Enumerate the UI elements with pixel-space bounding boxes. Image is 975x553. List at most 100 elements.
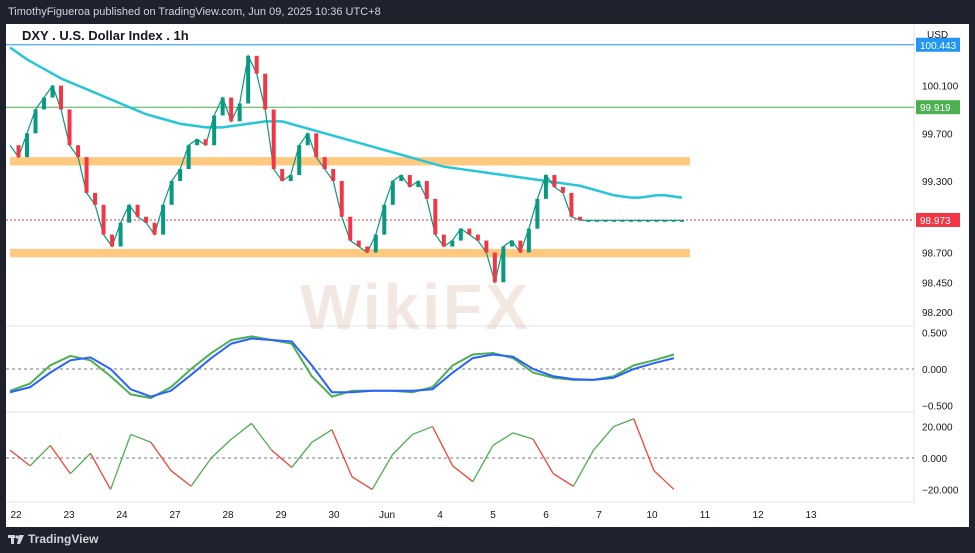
candle	[475, 234, 480, 241]
momentum-segment	[190, 457, 212, 487]
momentum-segment	[311, 429, 333, 443]
x-tick-label: 6	[543, 510, 549, 521]
candle	[382, 204, 387, 235]
candle	[680, 220, 684, 222]
candle	[552, 175, 557, 187]
momentum-segment	[170, 470, 192, 487]
x-tick-label: 24	[116, 510, 128, 521]
momentum-segment	[452, 465, 474, 483]
chart-svg[interactable]: 100.443 99.919 98.973 100.100 99.700 99.300 9…	[6, 24, 969, 527]
candle	[305, 133, 310, 146]
candle	[76, 145, 81, 158]
support-resistance-zone	[10, 248, 690, 258]
candle	[331, 169, 336, 181]
x-tick-label: 29	[275, 510, 287, 521]
momentum-segment	[9, 449, 31, 467]
momentum-segment	[532, 438, 554, 475]
chart-frame[interactable]: 100.443 99.919 98.973 100.100 99.700 99.300 9…	[6, 24, 969, 527]
oscillator-line	[9, 335, 675, 400]
momentum-segment	[633, 418, 655, 471]
price-level-badge	[916, 100, 960, 115]
candle	[254, 55, 259, 74]
x-tick-label: 23	[63, 510, 75, 521]
candle	[169, 180, 174, 205]
candle	[637, 220, 642, 222]
candle	[526, 228, 531, 253]
candle	[25, 133, 30, 158]
momentum-segment	[89, 452, 112, 490]
candle	[101, 204, 106, 235]
candle	[348, 216, 353, 241]
candle	[127, 204, 132, 223]
candle	[84, 157, 89, 193]
candle	[441, 234, 446, 247]
rsi-y-tick-label: 20.000	[922, 423, 953, 434]
momentum-segment	[431, 426, 454, 467]
candle	[628, 220, 633, 222]
candle	[161, 204, 166, 235]
candle	[322, 157, 327, 170]
momentum-segment	[512, 432, 534, 440]
momentum-segment	[210, 438, 232, 459]
watermark: WikiFX	[300, 271, 531, 343]
candle	[229, 97, 234, 122]
zone-layer	[10, 157, 690, 258]
x-tick-label: 4	[437, 510, 443, 521]
support-resistance-zone	[10, 157, 690, 166]
momentum-segment	[391, 433, 413, 456]
candle	[458, 228, 463, 241]
momentum-segment	[613, 418, 634, 428]
candle	[203, 139, 208, 146]
candle	[433, 198, 438, 235]
momentum-segment	[49, 445, 71, 475]
momentum-segment	[593, 426, 615, 451]
momentum-segment	[109, 434, 132, 490]
candle	[263, 73, 268, 110]
x-tick-label: 11	[700, 510, 711, 521]
osc-y-tick-label: −0.500	[922, 401, 953, 412]
momentum-segment	[130, 433, 152, 443]
momentum-segment	[150, 441, 172, 471]
momentum-segment	[572, 449, 595, 487]
candle	[339, 180, 344, 217]
candle	[594, 220, 599, 222]
momentum-segment	[69, 452, 91, 475]
candle	[144, 216, 149, 223]
price-level-label: 100.443	[920, 41, 957, 52]
candle	[518, 240, 523, 253]
candle	[118, 222, 123, 247]
candle	[186, 145, 191, 170]
candle	[569, 192, 574, 217]
price-level-badge	[916, 37, 960, 52]
y-tick-label: 98.450	[922, 278, 953, 289]
x-tick-label: 13	[805, 510, 817, 521]
candle	[645, 220, 650, 222]
candle	[195, 139, 200, 146]
candle	[110, 234, 115, 247]
candle	[543, 175, 548, 199]
momentum-segment	[271, 449, 293, 468]
momentum-segment	[371, 454, 393, 490]
momentum-segment	[331, 429, 353, 478]
osc-y-tick-label: 0.000	[922, 365, 947, 376]
price-line	[9, 53, 682, 285]
candle	[603, 220, 608, 222]
candle	[135, 204, 140, 217]
candle	[288, 175, 293, 181]
momentum-segment	[653, 470, 675, 490]
candle	[577, 216, 582, 221]
candle	[654, 220, 659, 222]
candle	[33, 109, 38, 134]
candle	[501, 246, 506, 283]
rsi-y-tick-label: −20.000	[922, 485, 959, 496]
x-tick-label: 7	[596, 510, 602, 521]
candle	[586, 220, 591, 222]
momentum-segment	[412, 425, 433, 436]
publisher-line: TimothyFigueroa published on TradingView…	[0, 0, 975, 24]
x-tick-label: 5	[490, 510, 496, 521]
candle	[280, 169, 285, 181]
series-layer	[9, 46, 684, 285]
candle	[373, 234, 378, 253]
candle	[220, 97, 225, 116]
momentum-segment	[351, 476, 373, 490]
